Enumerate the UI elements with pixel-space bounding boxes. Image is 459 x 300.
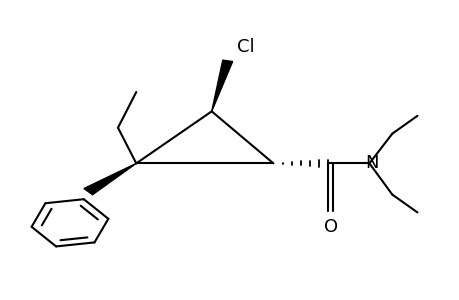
Text: N: N [364,154,378,172]
Text: O: O [323,218,337,236]
Text: Cl: Cl [236,38,254,56]
Polygon shape [84,164,136,195]
Polygon shape [211,60,232,111]
